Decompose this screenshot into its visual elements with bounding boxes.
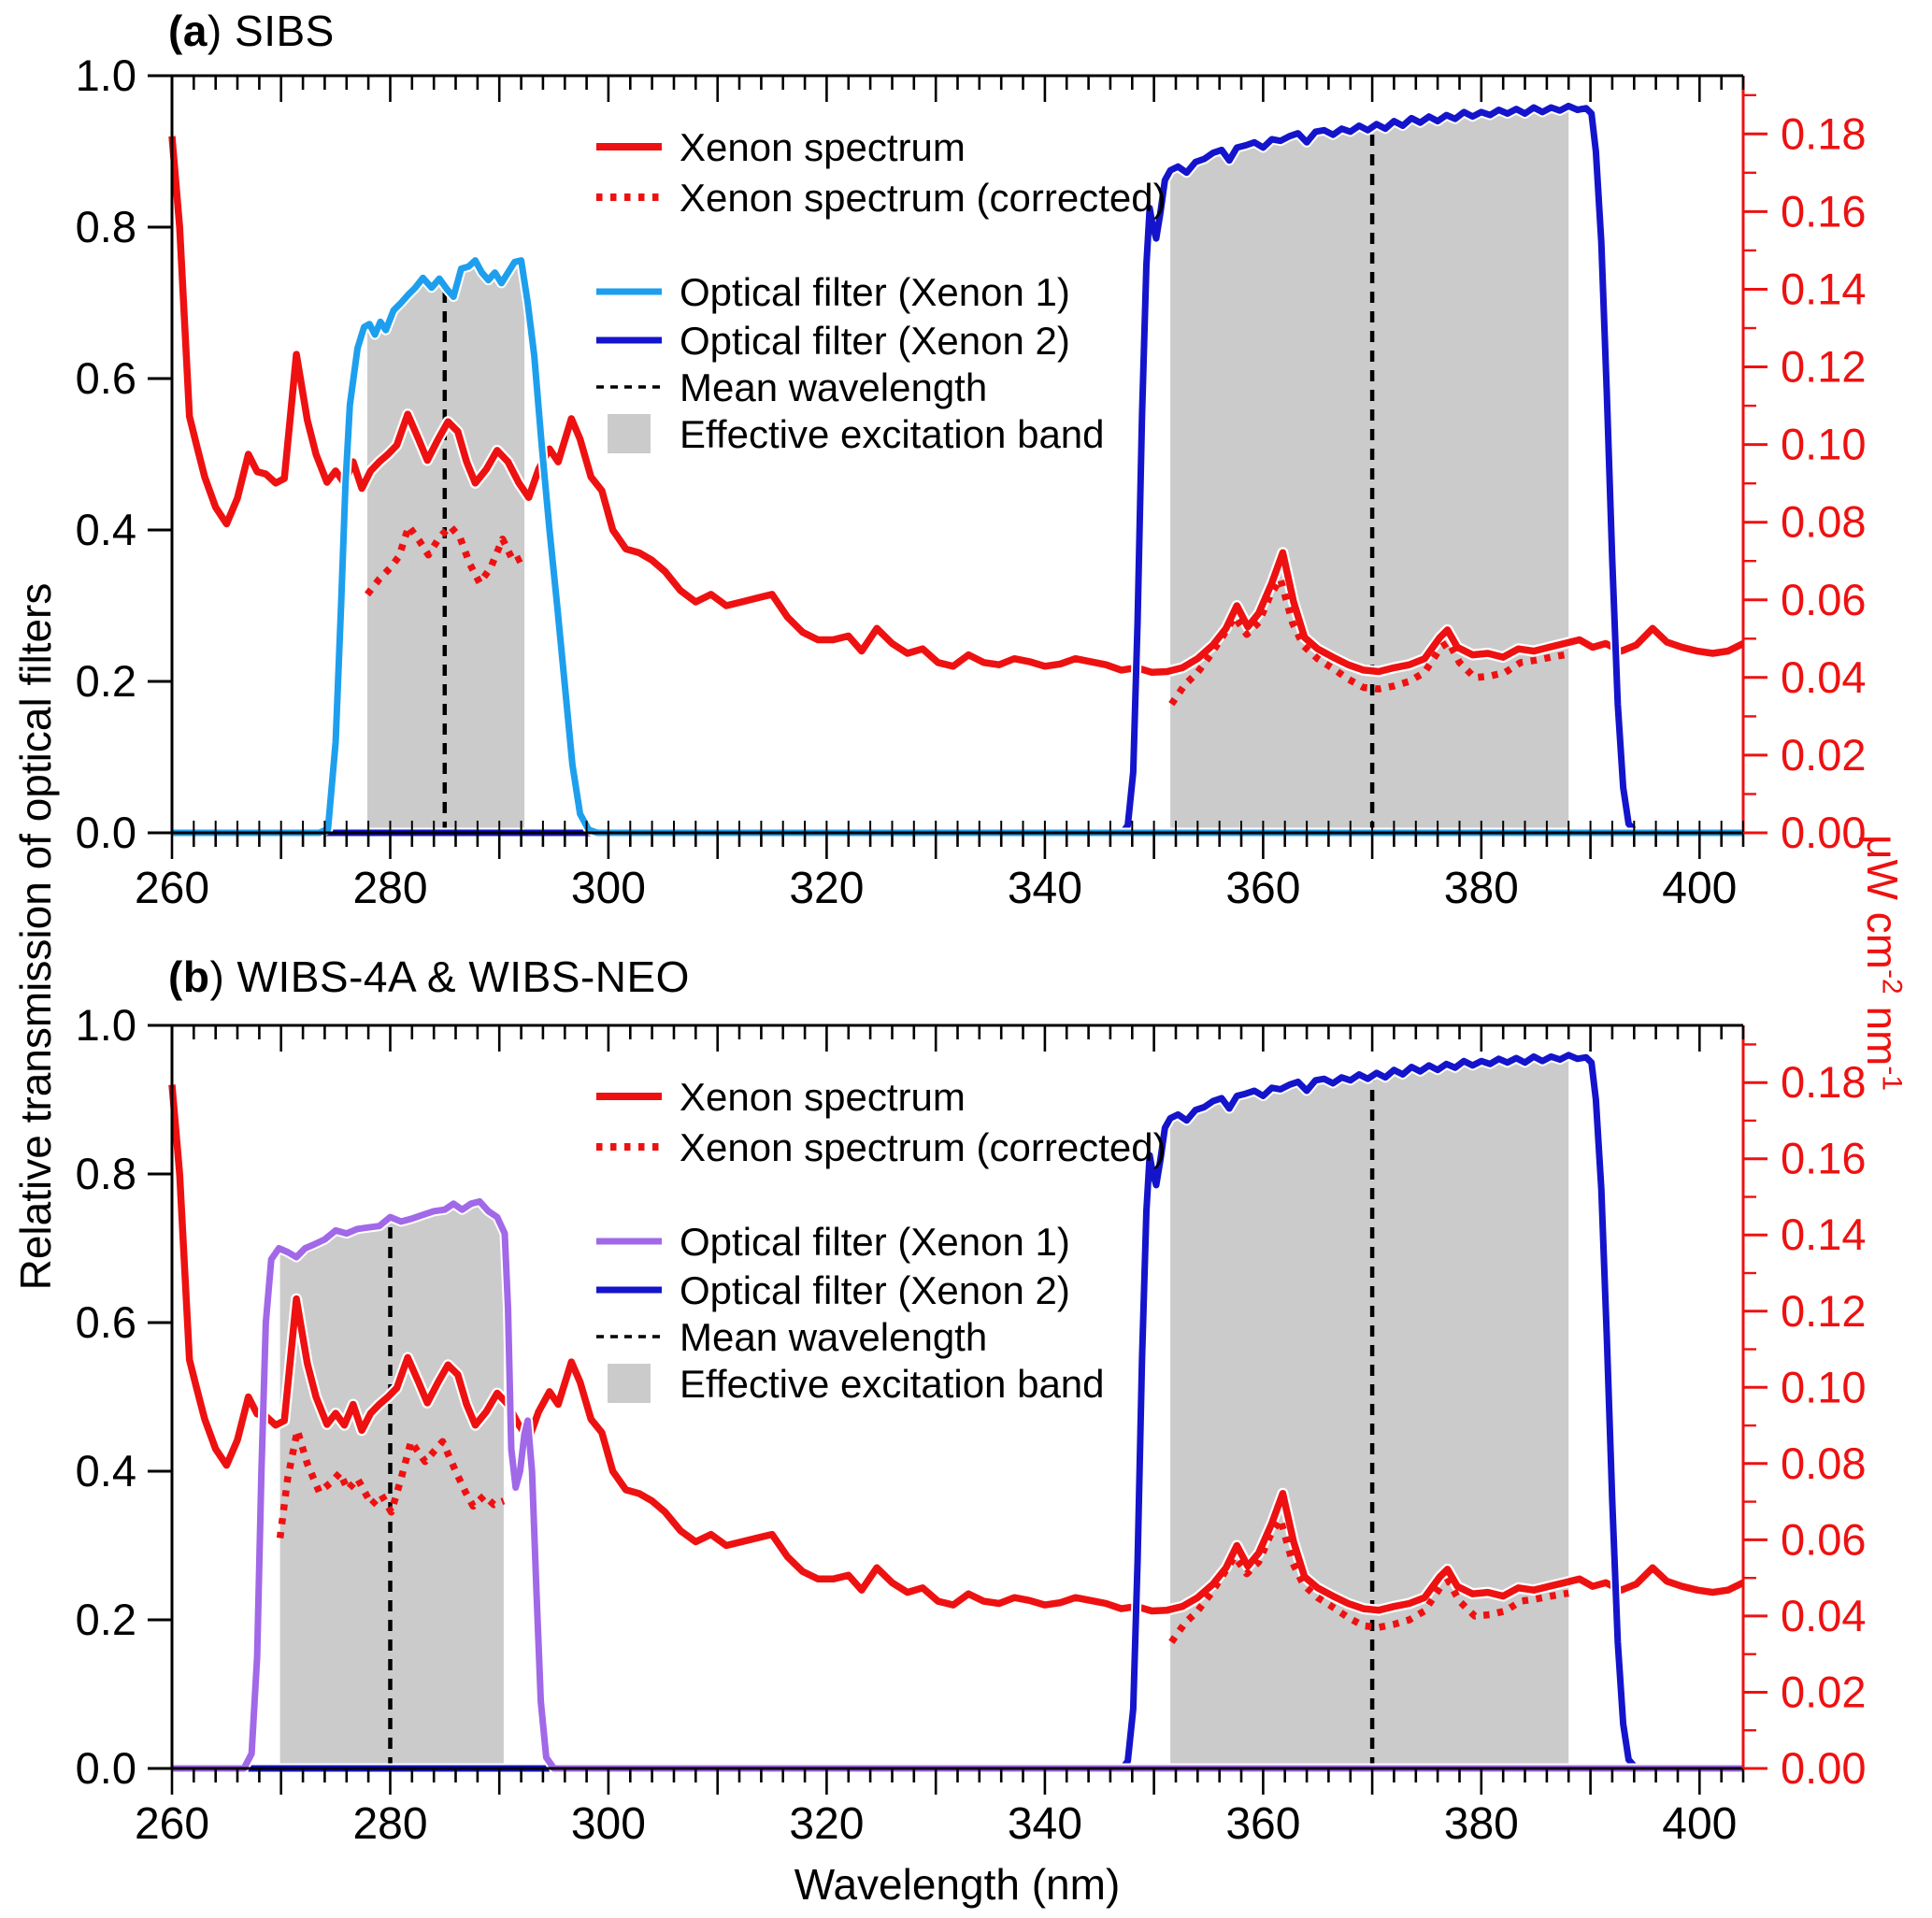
y-right-tick-label: 0.18 [1781,1057,1866,1107]
y-right-tick-label: 0.04 [1781,1591,1866,1640]
y-right-tick-label: 0.12 [1781,1286,1866,1336]
legend-label: Xenon spectrum (corrected) [680,1125,1166,1169]
legend-label: Xenon spectrum [680,1075,966,1119]
y-right-tick-label: 0.06 [1781,575,1866,624]
y-right-tick-label: 0.08 [1781,1438,1866,1488]
legend-label: Optical filter (Xenon 2) [680,1268,1070,1312]
xenon-spectrum-corrected-curve [276,1426,506,1539]
y-right-tick-label: 0.04 [1781,652,1866,702]
optical-filter-xenon2-curve [172,1052,1743,1772]
y-right-tick-label: 0.16 [1781,186,1866,236]
legend-label: Xenon spectrum (corrected) [680,176,1166,220]
x-tick-label: 300 [571,1799,646,1849]
x-tick-label: 300 [571,864,646,913]
y-right-tick-label: 0.10 [1781,1362,1866,1411]
legend-label: Optical filter (Xenon 1) [680,270,1070,314]
x-tick-label: 400 [1662,1799,1737,1849]
y-left-tick-label: 0.2 [76,656,136,706]
x-tick-label: 280 [352,864,427,913]
y-left-tick-label: 0.0 [76,808,136,857]
legend-label: Mean wavelength [680,1315,987,1359]
effective-excitation-band [367,260,525,833]
x-tick-label: 360 [1225,1799,1300,1849]
legend-label: Effective excitation band [680,1362,1105,1406]
y-right-tick-label: 0.08 [1781,497,1866,547]
y-left-tick-label: 0.8 [76,1149,136,1198]
legend-label: Mean wavelength [680,365,987,409]
panel-b-title: (b) WIBS-4A & WIBS-NEO [168,952,690,1001]
panel-b: 260 280 300 320 340 360 380 400 0.0 0.2 0.4 0.6 0.8 1… [76,1000,1867,1849]
xenon-spectrum-curve [168,136,1745,677]
legend-panel-a: Xenon spectrum Xenon spectrum (corrected)… [596,125,1166,456]
panel-a-title-text: ) SIBS [207,7,335,55]
x-tick-label: 360 [1225,864,1300,913]
legend-swatch-excitation-band [608,1364,651,1403]
y-right-tick-label: 0.12 [1781,342,1866,392]
xenon-spectrum-curve [168,1084,1745,1615]
y-left-tick-label: 1.0 [76,50,136,100]
y-right-tick-label: 0.00 [1781,1743,1866,1793]
y-right-tick-label: 0.10 [1781,420,1866,469]
xenon-spectrum-corrected-curve [365,522,526,597]
y-right-tick-label: 0.14 [1781,265,1866,314]
y-right-tick-label: 0.16 [1781,1134,1866,1183]
x-tick-label: 340 [1008,1799,1082,1849]
optical-filter-xenon1-curve [172,1197,1743,1772]
x-tick-label: 380 [1444,1799,1519,1849]
y-left-tick-label: 0.6 [76,1297,136,1347]
panel-a-title: (a) SIBS [168,7,335,55]
x-tick-label: 340 [1008,864,1082,913]
x-tick-label: 280 [352,1799,427,1849]
x-tick-label: 400 [1662,864,1737,913]
x-tick-label: 260 [135,864,209,913]
panel-a: 260 280 300 320 340 360 380 400 0.0 0.2 0.4 0.6 0.8 1… [76,50,1867,913]
y-right-tick-label: 0.02 [1781,1668,1866,1717]
y-right-tick-label: 0.06 [1781,1514,1866,1564]
x-tick-label: 380 [1444,864,1519,913]
y-left-tick-label: 1.0 [76,1000,136,1050]
y-left-tick-label: 0.8 [76,202,136,251]
y-right-tick-label: 0.02 [1781,730,1866,780]
x-tick-label: 320 [789,1799,864,1849]
panel-b-title-text: ) WIBS-4A & WIBS-NEO [209,952,690,1001]
legend-panel-b: Xenon spectrum Xenon spectrum (corrected)… [596,1075,1166,1406]
y-left-tick-label: 0.4 [76,1446,136,1496]
y-right-axis-label: μW cm-2 nm-1 [1858,834,1908,1092]
y-left-tick-label: 0.4 [76,505,136,554]
y-right-tick-label: 0.00 [1781,808,1866,857]
x-axis-label: Wavelength (nm) [794,1860,1121,1909]
x-tick-label: 260 [135,1799,209,1849]
optical-filter-xenon2-curve [172,102,1743,837]
y-right-tick-label: 0.18 [1781,108,1866,158]
y-left-tick-label: 0.6 [76,353,136,403]
x-tick-label: 320 [789,864,864,913]
xenon-spectrum-corrected-curve [1168,1515,1569,1644]
legend-label: Optical filter (Xenon 2) [680,319,1070,363]
y-right-tick-label: 0.14 [1781,1209,1866,1259]
y-left-tick-label: 0.0 [76,1743,136,1793]
legend-label: Optical filter (Xenon 1) [680,1220,1070,1264]
y-left-tick-label: 0.2 [76,1595,136,1644]
legend-swatch-excitation-band [608,414,651,453]
y-left-axis-label: Relative transmission of optical filters [11,582,60,1291]
legend-label: Xenon spectrum [680,125,966,169]
xenon-spectrum-corrected-curve [1168,575,1569,707]
legend-label: Effective excitation band [680,412,1105,456]
optical-filter-xenon1-curve [172,257,1743,837]
